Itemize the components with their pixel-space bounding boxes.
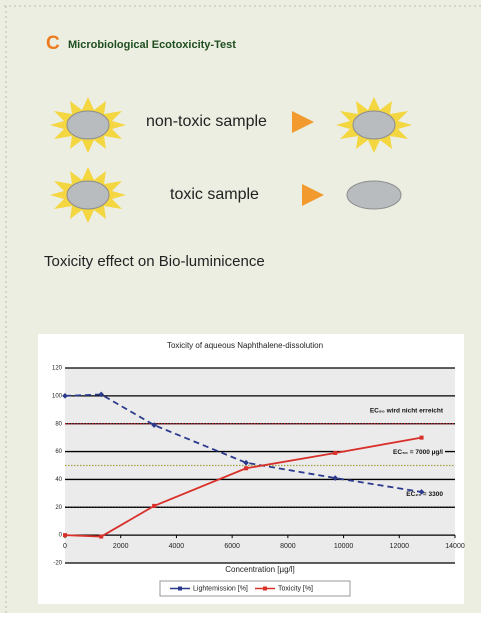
point — [63, 533, 67, 537]
section-letter: C — [46, 33, 60, 54]
annotation: EC₅₀ = 7000 µg/l — [393, 449, 443, 456]
y-tick-label: -20 — [53, 561, 62, 567]
x-tick-label: 0 — [63, 543, 67, 550]
legend-label: Toxicity [%] — [278, 585, 313, 592]
x-tick-label: 10000 — [334, 543, 354, 550]
y-tick-label: 80 — [55, 421, 62, 427]
legend-marker — [178, 587, 182, 591]
row-label: non-toxic sample — [146, 113, 267, 130]
legend-marker — [263, 587, 267, 591]
annotation: EC₈₀ wird nicht erreicht — [370, 407, 444, 414]
y-tick-label: 100 — [52, 393, 63, 399]
point — [99, 535, 103, 539]
caption: Toxicity effect on Bio-luminicence — [44, 253, 265, 270]
point — [244, 466, 248, 470]
page: C Microbiological Ecotoxicity-Test non-t… — [0, 0, 481, 613]
x-axis-title: Concentration [µg/l] — [225, 565, 295, 574]
x-tick-label: 8000 — [280, 543, 296, 550]
annotation: EC₂₀ = 3300 — [406, 491, 443, 498]
x-tick-label: 12000 — [390, 543, 410, 550]
y-tick-label: 120 — [52, 366, 63, 372]
y-tick-label: 40 — [55, 477, 62, 483]
x-tick-label: 14000 — [445, 543, 465, 550]
point — [333, 451, 337, 455]
y-tick-label: 60 — [55, 449, 62, 455]
x-tick-label: 6000 — [224, 543, 240, 550]
row-label: toxic sample — [170, 186, 259, 203]
y-tick-label: 20 — [55, 505, 62, 511]
x-tick-label: 4000 — [169, 543, 185, 550]
dark-cell — [347, 181, 401, 209]
x-tick-label: 2000 — [113, 543, 129, 550]
legend-label: Lightemission [%] — [193, 585, 248, 592]
point — [152, 504, 156, 508]
title: Microbiological Ecotoxicity-Test — [68, 39, 236, 51]
point — [420, 436, 424, 440]
chart-title: Toxicity of aqueous Naphthalene-dissolut… — [167, 341, 323, 350]
